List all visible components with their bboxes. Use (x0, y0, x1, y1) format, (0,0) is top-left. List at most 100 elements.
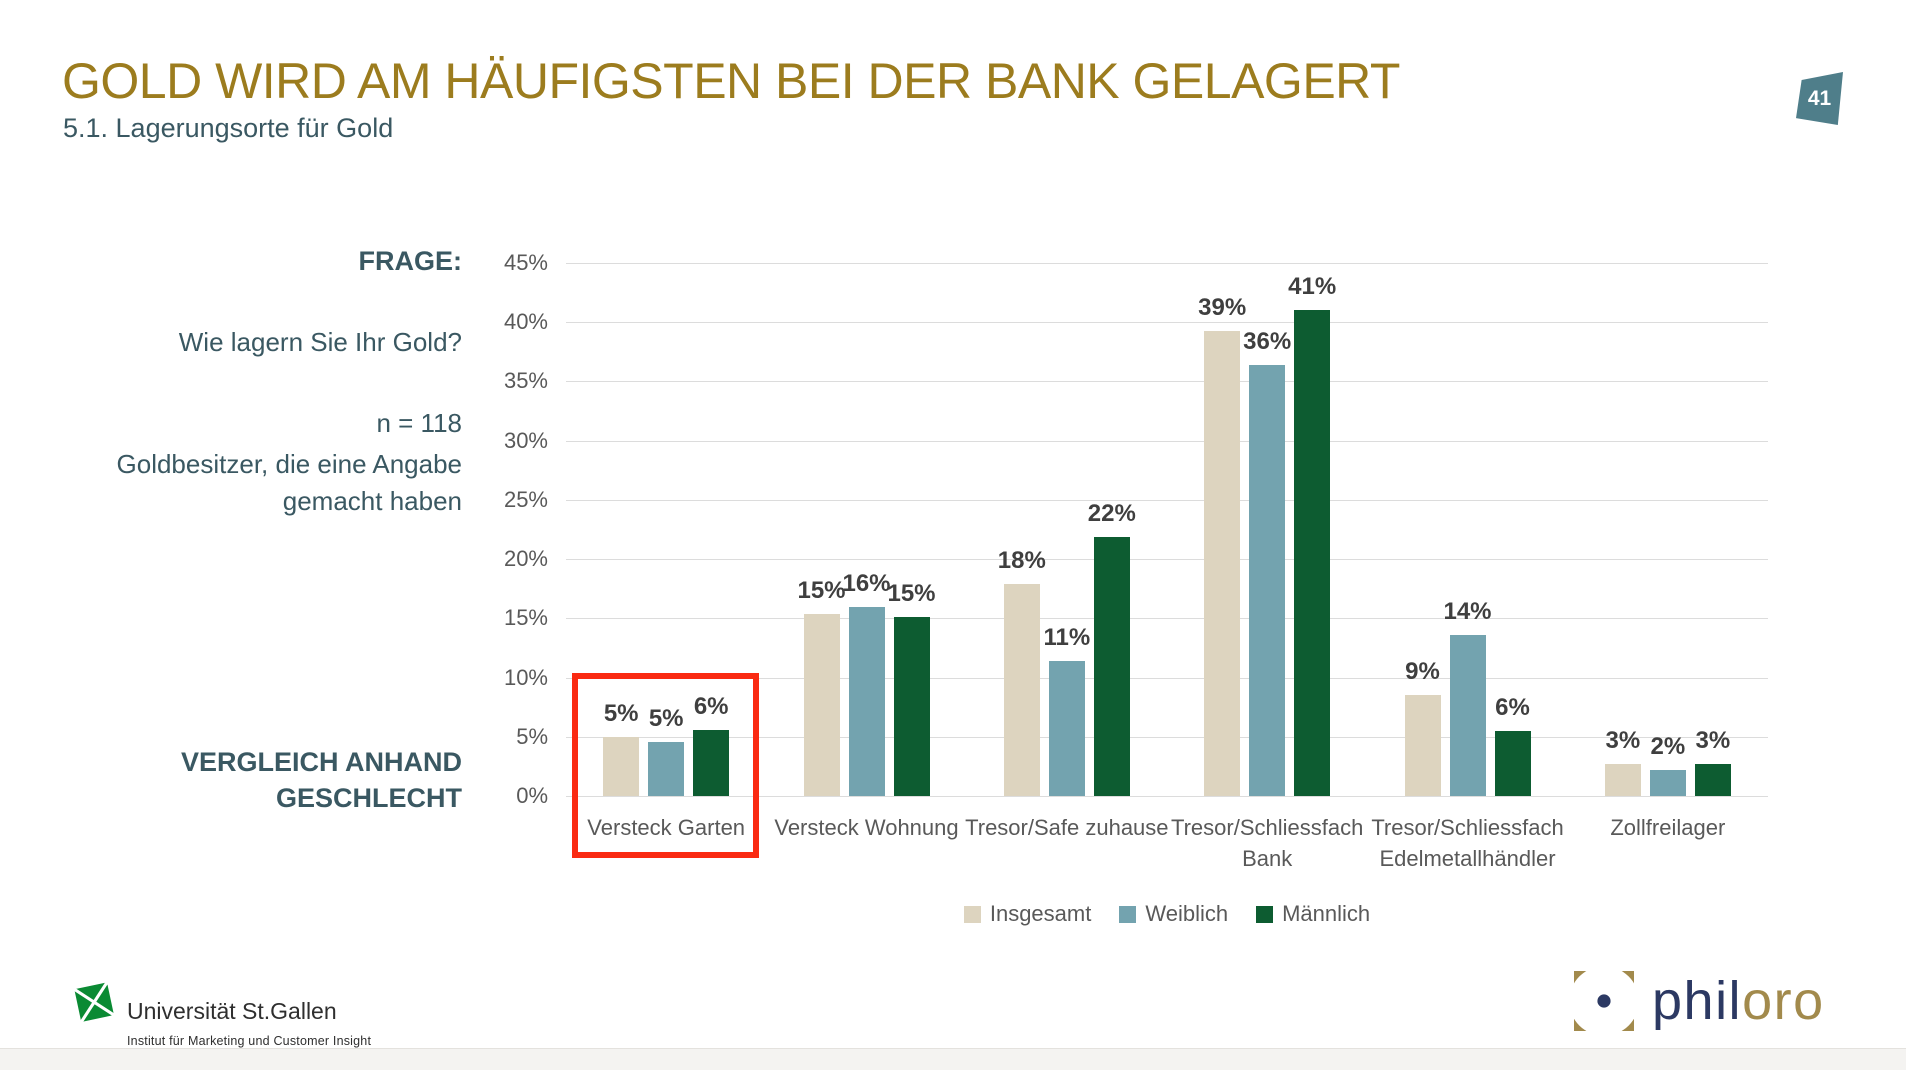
bar-value-label: 6% (1495, 693, 1530, 721)
comparison-line-2: GESCHLECHT (275, 783, 462, 813)
gridline (566, 263, 1768, 264)
gridline (566, 441, 1768, 442)
y-axis-tick-label: 15% (503, 605, 548, 630)
bar-männlich (1294, 310, 1331, 796)
highlight-rectangle (572, 673, 760, 858)
bar-männlich (893, 617, 930, 796)
bar-value-label: 11% (1043, 623, 1091, 651)
bar-value-label: 18% (997, 547, 1046, 574)
y-axis-tick-label: 45% (503, 250, 548, 275)
bar-value-label: 2% (1650, 732, 1686, 760)
comparison-heading: VERGLEICH ANHAND GESCHLECHT (60, 744, 462, 816)
x-axis-category-label-line: Tresor/Schliessfach (1371, 815, 1564, 840)
page-subtitle: 5.1. Lagerungsorte für Gold (63, 113, 394, 143)
y-axis-tick-label: 30% (503, 428, 548, 453)
legend-label: Weiblich (1145, 901, 1229, 926)
bar-männlich (1494, 730, 1531, 796)
page-number: 41 (1807, 86, 1832, 110)
bar-insgesamt (603, 736, 640, 796)
x-axis-category-label: Tresor/Schliessfach Edelmetallhändler (1328, 812, 1608, 874)
gridline (566, 737, 1768, 738)
bar-value-label: 16% (842, 569, 891, 597)
philoro-logo: philoro (1574, 971, 1825, 1031)
y-axis-tick-label: 0% (516, 783, 548, 808)
legend-item-insgesamt: Insgesamt (963, 901, 1092, 927)
gridline (566, 322, 1768, 323)
bar-value-label: 41% (1288, 273, 1337, 301)
gridline (566, 559, 1768, 560)
x-axis-category-label: Tresor/Schliessfach Bank (1127, 812, 1407, 874)
university-name: Universität St.Gallen (127, 998, 337, 1024)
gridline (566, 678, 1768, 679)
bar-männlich (1093, 536, 1130, 796)
bar-weiblich (1048, 660, 1085, 796)
bar-weiblich (1249, 364, 1286, 796)
legend-item-männlich: Männlich (1256, 901, 1370, 927)
philoro-wordmark-phil: phil (1652, 971, 1743, 1031)
page-number-badge: 41 (1796, 72, 1843, 125)
bar-insgesamt (803, 613, 840, 796)
bar-value-label: 22% (1087, 499, 1136, 527)
legend-label: Männlich (1282, 901, 1371, 926)
bar-insgesamt (1604, 764, 1641, 796)
philoro-logo-icon (1574, 971, 1634, 1031)
x-axis-category-label-line: Tresor/Safe zuhause (965, 815, 1169, 840)
x-axis-category-label-line: Zollfreilager (1610, 815, 1726, 840)
gridline (566, 618, 1768, 619)
university-logo: Universität St.Gallen Institut für Marke… (73, 976, 371, 1048)
bar-weiblich (648, 741, 685, 796)
gridline (566, 381, 1768, 382)
legend-item-weiblich: Weiblich (1119, 901, 1228, 927)
bar-männlich (693, 729, 730, 796)
question-text: Wie lagern Sie Ihr Gold? (178, 327, 462, 357)
bar-value-label: 14% (1443, 597, 1492, 625)
bar-value-label: 39% (1198, 293, 1247, 321)
bar-value-label: 15% (797, 576, 846, 604)
bar-value-label: 9% (1405, 658, 1440, 686)
y-axis-tick-label: 40% (503, 309, 548, 334)
x-axis-category-label: Tresor/Safe zuhause (927, 812, 1207, 843)
hsg-logo-icon (73, 979, 117, 1025)
x-axis-category-label-line: Edelmetallhändler (1379, 846, 1556, 871)
comparison-line-1: VERGLEICH ANHAND (180, 747, 462, 777)
university-text-block: Universität St.Gallen Institut für Marke… (127, 976, 371, 1048)
sample-size-text: n = 118 (376, 408, 462, 438)
x-axis-category-label-line: Versteck Garten (587, 815, 746, 840)
x-axis-category-label-line: Tresor/Schliessfach (1170, 815, 1364, 840)
y-axis-tick-label: 5% (516, 724, 548, 749)
legend-swatch-icon (1119, 905, 1137, 923)
gridline (566, 500, 1768, 501)
x-axis-category-label-line: Bank (1242, 846, 1293, 871)
x-axis-category-label-line: Versteck Wohnung (774, 815, 959, 840)
bar-insgesamt (1204, 330, 1241, 796)
bar-value-label: 36% (1243, 327, 1292, 355)
chart-legend: Insgesamt Weiblich Männlich (566, 901, 1768, 927)
y-axis-tick-label: 35% (503, 368, 548, 393)
bar-insgesamt (1404, 695, 1441, 796)
philoro-wordmark-oro: oro (1742, 971, 1825, 1031)
bar-weiblich (848, 606, 885, 796)
bar-value-label: 5% (603, 699, 639, 727)
bar-value-label: 3% (1605, 727, 1641, 755)
y-axis-tick-label: 20% (503, 546, 548, 571)
legend-label: Insgesamt (989, 901, 1092, 926)
bar-chart-plot-area: 45% 40% 35% 30% 25% 20% 15% 10% 5% 0% 5% 5% 6% Verste… (504, 250, 1768, 871)
university-institute: Institut für Marketing und Customer Insi… (127, 1034, 372, 1048)
bar-value-label: 5% (648, 704, 684, 732)
bar-value-label: 3% (1695, 727, 1731, 755)
legend-swatch-icon (963, 905, 981, 923)
x-axis-category-label: Versteck Garten (526, 812, 806, 843)
bar-value-label: 6% (693, 692, 729, 720)
gridline (566, 796, 1768, 797)
page-title: GOLD WIRD AM HÄUFIGSTEN BEI DER BANK GEL… (62, 53, 1400, 109)
bar-weiblich (1449, 634, 1486, 796)
bar-insgesamt (1003, 584, 1040, 796)
x-axis-category-label: Zollfreilager (1528, 812, 1808, 843)
bar-männlich (1694, 764, 1731, 796)
y-axis-tick-label: 10% (503, 665, 548, 690)
x-axis-category-label: Versteck Wohnung (727, 812, 1007, 843)
philoro-wordmark: philoro (1652, 971, 1825, 1031)
sample-description: Goldbesitzer, die eine Angabe gemacht ha… (116, 449, 462, 516)
question-heading: FRAGE: (358, 246, 463, 276)
